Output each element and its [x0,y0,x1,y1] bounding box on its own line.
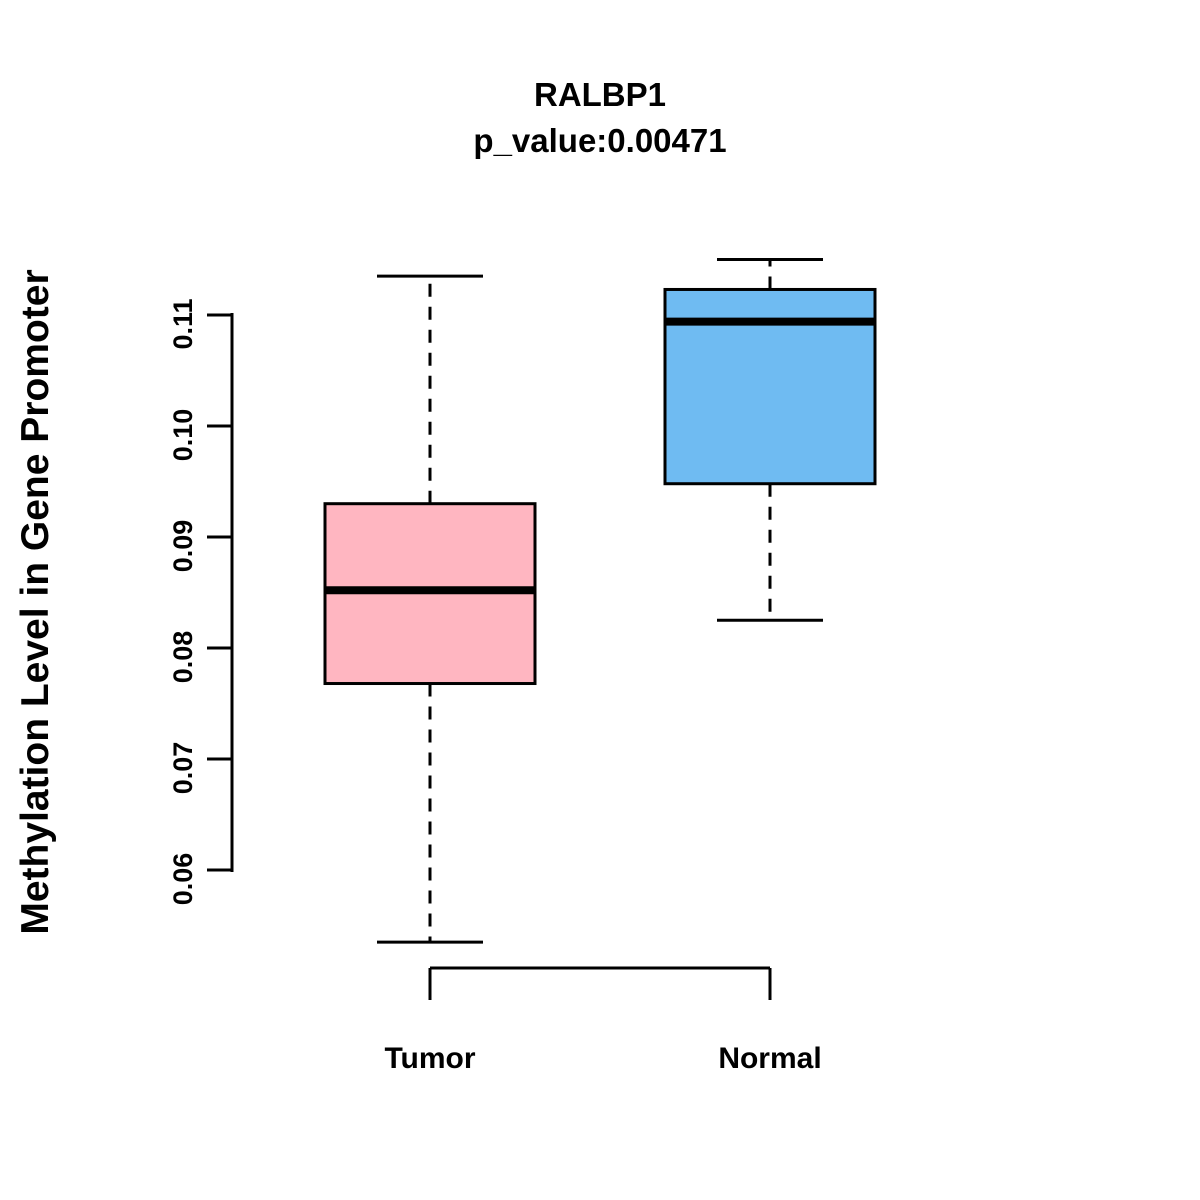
y-axis-tick-label: 0.09 [168,520,198,573]
x-category-label: Tumor [384,1042,475,1075]
chart-title: RALBP1 [533,76,667,113]
y-axis-tick-label: 0.07 [168,742,198,795]
y-axis-tick-label: 0.06 [168,853,198,906]
y-axis-tick-label: 0.11 [168,298,198,349]
x-category-label: Normal [718,1042,821,1075]
chart-subtitle-pvalue: p_value:0.00471 [473,122,727,160]
chart-title-block: RALBP1 p_value:0.00471 [260,72,940,164]
y-axis-tick-label: 0.10 [168,409,198,462]
y-axis-tick-label: 0.08 [168,631,198,684]
